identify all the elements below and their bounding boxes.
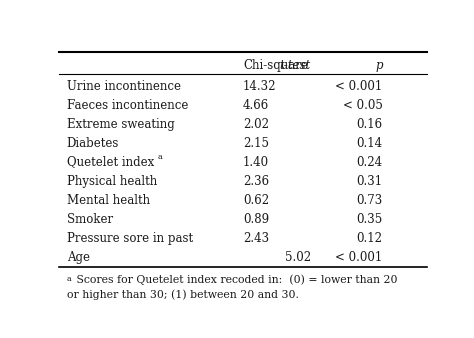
Text: 0.12: 0.12 [356,232,383,245]
Text: 5.02: 5.02 [285,250,311,264]
Text: 1.40: 1.40 [243,155,269,169]
Text: Scores for Quetelet index recoded in:  (0) = lower than 20: Scores for Quetelet index recoded in: (0… [73,274,398,285]
Text: 0.16: 0.16 [356,118,383,130]
Text: Mental health: Mental health [66,194,150,207]
Text: Quetelet index: Quetelet index [66,155,154,169]
Text: p: p [375,59,383,72]
Text: 0.62: 0.62 [243,194,269,207]
Text: Smoker: Smoker [66,213,113,225]
Text: 0.24: 0.24 [356,155,383,169]
Text: Diabetes: Diabetes [66,137,119,150]
Text: Faeces incontinence: Faeces incontinence [66,99,188,112]
Text: 2.15: 2.15 [243,137,269,150]
Text: 2.43: 2.43 [243,232,269,245]
Text: 0.73: 0.73 [356,194,383,207]
Text: 2.02: 2.02 [243,118,269,130]
Text: t-test: t-test [280,59,311,72]
Text: Physical health: Physical health [66,175,157,188]
Text: 2.36: 2.36 [243,175,269,188]
Text: Urine incontinence: Urine incontinence [66,80,181,93]
Text: a: a [158,153,163,162]
Text: a: a [66,275,72,284]
Text: Pressure sore in past: Pressure sore in past [66,232,193,245]
Text: Extreme sweating: Extreme sweating [66,118,174,130]
Text: Age: Age [66,250,90,264]
Text: Chi-square: Chi-square [243,59,308,72]
Text: 0.35: 0.35 [356,213,383,225]
Text: 0.14: 0.14 [356,137,383,150]
Text: or higher than 30; (1) between 20 and 30.: or higher than 30; (1) between 20 and 30… [66,290,299,300]
Text: < 0.001: < 0.001 [335,80,383,93]
Text: 0.89: 0.89 [243,213,269,225]
Text: < 0.001: < 0.001 [335,250,383,264]
Text: 0.31: 0.31 [356,175,383,188]
Text: 4.66: 4.66 [243,99,269,112]
Text: 14.32: 14.32 [243,80,276,93]
Text: < 0.05: < 0.05 [343,99,383,112]
